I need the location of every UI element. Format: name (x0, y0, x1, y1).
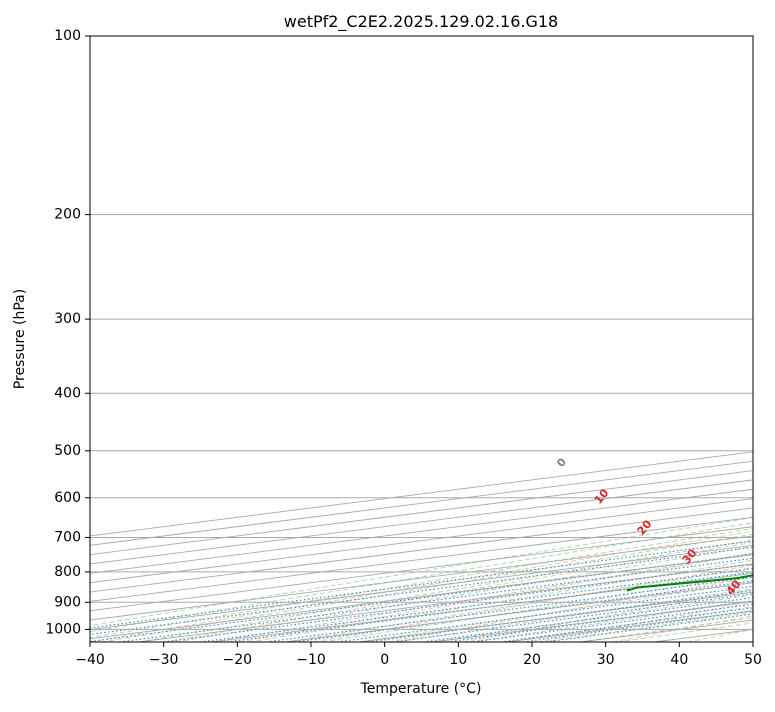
x-tick-label: 30 (597, 652, 615, 668)
x-tick-label: 0 (380, 652, 389, 668)
x-tick-label: −30 (149, 652, 179, 668)
y-tick-label: 300 (54, 311, 81, 327)
y-tick-label: 600 (54, 490, 81, 506)
x-tick-label: −40 (75, 652, 105, 668)
x-axis-label: Temperature (°C) (360, 681, 482, 697)
x-tick-label: 40 (670, 652, 688, 668)
x-tick-label: 10 (449, 652, 467, 668)
x-tick-label: 20 (523, 652, 541, 668)
y-tick-label: 500 (54, 443, 81, 459)
y-tick-label: 900 (54, 594, 81, 610)
y-tick-label: 700 (54, 530, 81, 546)
y-tick-label: 100 (54, 28, 81, 44)
y-tick-label: 400 (54, 385, 81, 401)
x-tick-label: 50 (744, 652, 762, 668)
y-tick-label: 800 (54, 564, 81, 580)
y-tick-label: 200 (54, 207, 81, 223)
y-axis-label: Pressure (hPa) (12, 289, 28, 389)
x-tick-label: −10 (296, 652, 326, 668)
y-tick-label: 1000 (45, 621, 81, 637)
x-tick-label: −20 (223, 652, 253, 668)
chart-title: wetPf2_C2E2.2025.129.02.16.G18 (284, 12, 558, 32)
